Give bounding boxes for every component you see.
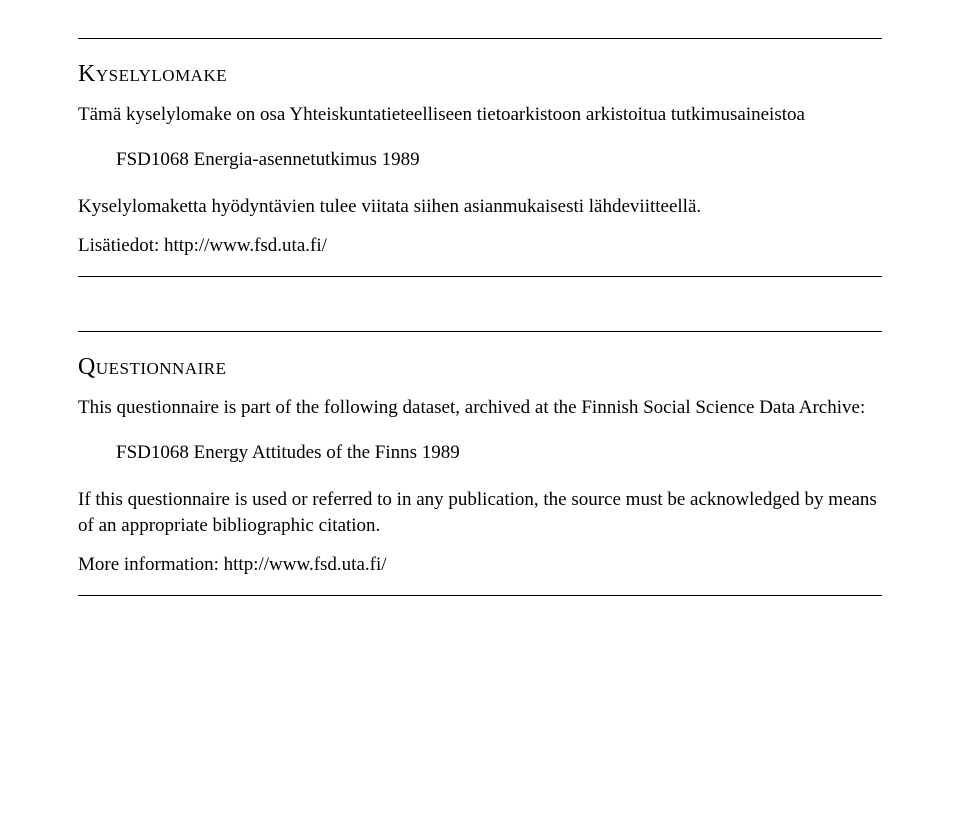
rule-top xyxy=(78,38,882,39)
heading-fi: Kyselylomake xyxy=(78,61,882,88)
more-info-link-en[interactable]: http://www.fsd.uta.fi/ xyxy=(224,554,387,575)
more-info-en: More information: http://www.fsd.uta.fi/ xyxy=(78,552,882,577)
more-info-fi: Lisätiedot: http://www.fsd.uta.fi/ xyxy=(78,233,882,258)
more-info-link-fi[interactable]: http://www.fsd.uta.fi/ xyxy=(164,235,327,256)
intro-fi: Tämä kyselylomake on osa Yhteiskuntatiet… xyxy=(78,102,882,127)
dataset-title-en: FSD1068 Energy Attitudes of the Finns 19… xyxy=(116,440,882,465)
dataset-title-fi: FSD1068 Energia-asennetutkimus 1989 xyxy=(116,147,882,172)
rule-before-en xyxy=(78,331,882,332)
more-info-label-fi: Lisätiedot: xyxy=(78,235,159,256)
document-page: Kyselylomake Tämä kyselylomake on osa Yh… xyxy=(0,0,960,646)
citation-note-en: If this questionnaire is used or referre… xyxy=(78,487,882,537)
citation-note-fi: Kyselylomaketta hyödyntävien tulee viita… xyxy=(78,194,882,219)
more-info-label-en: More information: xyxy=(78,554,219,575)
heading-en: Questionnaire xyxy=(78,354,882,381)
rule-bottom xyxy=(78,595,882,596)
section-gap xyxy=(78,277,882,331)
intro-en: This questionnaire is part of the follow… xyxy=(78,395,882,420)
